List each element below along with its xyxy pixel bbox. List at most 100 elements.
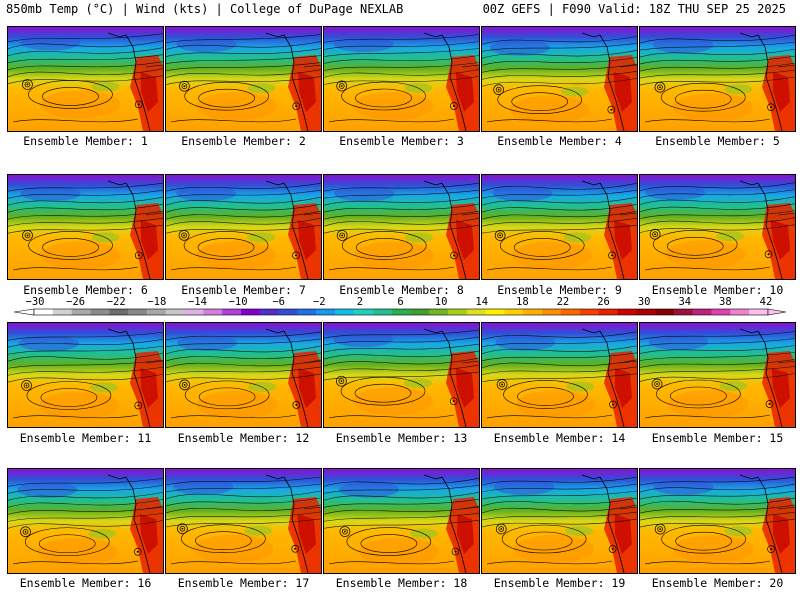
member-number: 6 <box>140 283 148 297</box>
member-number: 7 <box>298 283 306 297</box>
colorbar-tick-label: 2 <box>356 296 364 308</box>
colorbar-tick-label: 22 <box>556 296 570 308</box>
ensemble-map-panel <box>165 468 322 574</box>
colorbar-swatch <box>730 309 750 315</box>
member-number: 19 <box>611 576 626 590</box>
member-caption-label: Ensemble Member: <box>497 134 608 148</box>
colorbar-tick-label: 26 <box>597 296 610 308</box>
colorbar-swatch <box>485 309 505 315</box>
ensemble-map-panel <box>639 26 796 132</box>
temperature-wind-map <box>324 27 479 131</box>
temperature-wind-map <box>640 469 795 573</box>
member-number: 16 <box>137 576 152 590</box>
member-caption: Ensemble Member: 17 <box>165 576 322 590</box>
colorbar-tick-label: 14 <box>475 296 489 308</box>
temperature-wind-map <box>482 469 637 573</box>
ensemble-map-panel <box>481 322 638 428</box>
colorbar-tick-label: 42 <box>759 296 773 308</box>
member-number: 14 <box>611 431 626 445</box>
colorbar-tick-label: 6 <box>397 296 404 308</box>
colorbar-swatch <box>391 309 411 315</box>
colorbar-swatch <box>560 309 581 315</box>
member-caption: Ensemble Member: 3 <box>323 134 480 148</box>
colorbar-swatch <box>692 309 712 315</box>
ensemble-map-panel <box>165 174 322 280</box>
colorbar-swatch <box>429 309 449 315</box>
colorbar-swatch <box>504 309 524 315</box>
colorbar-swatch <box>109 309 129 315</box>
member-caption-label: Ensemble Member: <box>493 431 605 445</box>
temperature-wind-map <box>166 175 321 279</box>
colorbar-swatch <box>71 309 91 315</box>
member-caption: Ensemble Member: 5 <box>639 134 796 148</box>
temperature-wind-map <box>166 323 321 427</box>
colorbar-swatch <box>636 309 656 315</box>
member-caption: Ensemble Member: 8 <box>323 283 480 297</box>
colorbar-swatch <box>52 309 72 315</box>
colorbar-tick-label: −10 <box>228 296 248 308</box>
temperature-wind-map <box>482 323 637 427</box>
member-number: 5 <box>772 134 780 148</box>
colorbar-tick-label: 34 <box>678 296 692 308</box>
colorbar-swatch <box>146 309 167 315</box>
member-caption-label: Ensemble Member: <box>651 576 763 590</box>
member-caption: Ensemble Member: 19 <box>481 576 638 590</box>
member-caption-label: Ensemble Member: <box>335 431 447 445</box>
colorbar-swatch <box>673 309 694 315</box>
ensemble-map-panel <box>7 26 164 132</box>
member-caption: Ensemble Member: 12 <box>165 431 322 445</box>
ensemble-map-panel <box>165 322 322 428</box>
colorbar-tick-label: −26 <box>66 296 86 308</box>
member-number: 1 <box>140 134 148 148</box>
colorbar-swatch <box>749 309 769 315</box>
plot-title: 850mb Temp (°C) | Wind (kts) | College o… <box>6 2 404 16</box>
ensemble-map-panel <box>323 174 480 280</box>
member-caption: Ensemble Member: 18 <box>323 576 480 590</box>
member-number: 2 <box>298 134 306 148</box>
colorbar-tick-label: −22 <box>106 296 126 308</box>
ensemble-map-panel <box>481 174 638 280</box>
temperature-wind-map <box>166 27 321 131</box>
member-caption-label: Ensemble Member: <box>23 283 134 297</box>
colorbar-swatch <box>598 309 618 315</box>
colorbar-swatch <box>316 309 336 315</box>
temperature-wind-map <box>324 323 479 427</box>
colorbar-swatch <box>222 309 242 315</box>
colorbar-swatch <box>711 309 731 315</box>
colorbar-swatch <box>335 309 355 315</box>
temperature-colorbar <box>13 308 787 316</box>
colorbar-swatch <box>203 309 223 315</box>
colorbar-tick-label: 38 <box>719 296 732 308</box>
member-number: 3 <box>456 134 464 148</box>
member-number: 12 <box>295 431 310 445</box>
member-caption-label: Ensemble Member: <box>181 134 292 148</box>
temperature-wind-map <box>166 469 321 573</box>
colorbar-swatch <box>579 309 599 315</box>
member-caption: Ensemble Member: 9 <box>481 283 638 297</box>
ensemble-map-panel <box>323 26 480 132</box>
member-caption-label: Ensemble Member: <box>177 431 289 445</box>
colorbar-tick-label: −6 <box>272 296 285 308</box>
temperature-wind-map <box>640 323 795 427</box>
ensemble-map-panel <box>481 26 638 132</box>
colorbar-tick-label: −18 <box>147 296 167 308</box>
member-caption: Ensemble Member: 20 <box>639 576 796 590</box>
ensemble-map-panel <box>7 322 164 428</box>
member-caption-label: Ensemble Member: <box>497 283 608 297</box>
member-number: 9 <box>614 283 622 297</box>
member-number: 13 <box>453 431 468 445</box>
member-caption-label: Ensemble Member: <box>177 576 289 590</box>
temperature-wind-map <box>8 175 163 279</box>
run-info: 00Z GEFS | F090 Valid: 18Z THU SEP 25 20… <box>482 2 786 16</box>
member-caption-label: Ensemble Member: <box>181 283 292 297</box>
member-caption: Ensemble Member: 16 <box>7 576 164 590</box>
member-number: 11 <box>137 431 152 445</box>
colorbar-swatch <box>278 309 298 315</box>
ensemble-map-panel <box>639 322 796 428</box>
colorbar-tick-label: −30 <box>25 296 45 308</box>
colorbar-swatch <box>523 309 543 315</box>
colorbar-swatch <box>128 309 148 315</box>
colorbar-swatch <box>259 309 279 315</box>
ensemble-map-panel <box>323 468 480 574</box>
